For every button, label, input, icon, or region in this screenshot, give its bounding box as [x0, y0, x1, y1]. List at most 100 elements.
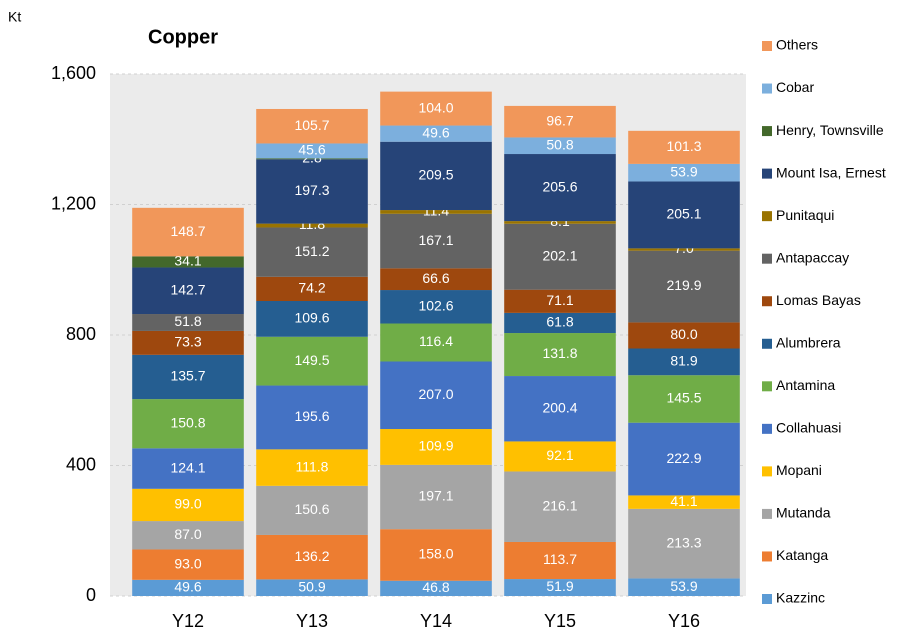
data-label: 81.9 [670, 353, 697, 369]
bar-segment [628, 163, 740, 182]
data-label: 205.6 [542, 178, 577, 194]
bar-segment [256, 159, 368, 224]
bar-segment [504, 579, 616, 596]
data-label: 53.9 [670, 163, 697, 179]
bar-segment [504, 541, 616, 580]
data-label: 49.6 [174, 579, 201, 595]
data-label: 109.9 [418, 438, 453, 454]
bar-segment [504, 221, 616, 224]
data-label: 71.1 [546, 292, 573, 308]
data-label: 92.1 [546, 447, 573, 463]
bar-segment [256, 143, 368, 159]
bar-segment [380, 125, 492, 142]
bar-segment [132, 488, 244, 522]
bar-segment [628, 322, 740, 349]
y-tick-label: 800 [66, 324, 96, 344]
bar-segment [132, 330, 244, 355]
data-label: 197.1 [418, 488, 453, 504]
bar-segment [628, 375, 740, 423]
legend-label: Lomas Bayas [776, 292, 861, 308]
data-label: 136.2 [294, 548, 329, 564]
bar-segment [256, 485, 368, 535]
data-label: 158.0 [418, 546, 453, 562]
data-label: 93.0 [174, 555, 201, 571]
y-tick-label: 0 [86, 585, 96, 605]
legend-label: Henry, Townsville [776, 122, 884, 138]
bar-segment [504, 376, 616, 442]
bar-segment [256, 223, 368, 228]
bar-segment [628, 348, 740, 376]
bar-segment [380, 141, 492, 211]
bar-segment [132, 521, 244, 550]
y-tick-label: 400 [66, 454, 96, 474]
legend-label: Others [776, 37, 818, 53]
bar-segment [256, 579, 368, 596]
bar-segment [132, 314, 244, 331]
data-label: 102.6 [418, 297, 453, 313]
data-label: 111.8 [296, 458, 329, 474]
data-label: 80.0 [670, 326, 697, 342]
bar-segment [256, 227, 368, 277]
chart-title: Copper [148, 26, 218, 48]
legend-swatch [762, 41, 772, 51]
legend-swatch [762, 253, 772, 264]
bar-segment [256, 336, 368, 386]
legend-swatch [762, 466, 772, 477]
bar-segment [132, 354, 244, 400]
legend-swatch [762, 338, 772, 349]
bar-segment [504, 223, 616, 290]
bar-segment [380, 91, 492, 126]
data-label: 207.0 [418, 386, 453, 402]
bar-segment [132, 549, 244, 580]
legend-label: Mutanda [776, 505, 831, 521]
data-label: 205.1 [666, 206, 701, 222]
bar-segment [132, 399, 244, 449]
legend-swatch [762, 594, 772, 604]
bar-segment [256, 276, 368, 302]
data-label: 104.0 [418, 99, 453, 115]
data-label: 151.2 [294, 243, 329, 259]
legend-label: Mount Isa, Ernest [776, 164, 886, 180]
legend-swatch [762, 126, 772, 137]
bar-segment [628, 248, 740, 251]
data-label: 145.5 [666, 390, 701, 406]
bar-segment [380, 361, 492, 430]
bar-segment [256, 534, 368, 580]
data-label: 131.8 [542, 345, 577, 361]
x-tick-label: Y13 [296, 611, 328, 631]
bar-segment [628, 181, 740, 249]
y-tick-label: 1,600 [51, 63, 96, 83]
bar-segment [504, 333, 616, 377]
bar-segment [628, 495, 740, 509]
data-label: 124.1 [170, 459, 205, 475]
bar-segment [628, 130, 740, 164]
bar-segment [628, 578, 740, 596]
legend-label: Kazzinc [776, 590, 825, 606]
data-label: 135.7 [170, 368, 205, 384]
bar-segment [504, 471, 616, 542]
legend-swatch [762, 296, 772, 307]
bar-segment [380, 464, 492, 530]
y-tick-label: 1,200 [51, 193, 96, 213]
y-axis-label: Kt [8, 9, 21, 25]
legend-label: Alumbrera [776, 334, 841, 350]
data-label: 53.9 [670, 578, 697, 594]
bar-segment [256, 158, 368, 160]
legend-label: Antamina [776, 377, 835, 393]
data-label: 96.7 [546, 112, 573, 128]
bar-segment [628, 508, 740, 579]
data-label: 46.8 [422, 579, 449, 595]
bar-segment [132, 207, 244, 257]
bar-segment [380, 580, 492, 596]
bar-segment [256, 449, 368, 486]
data-label: 51.8 [174, 313, 201, 329]
bar-segment [380, 290, 492, 324]
x-tick-label: Y15 [544, 611, 576, 631]
bar-segment [380, 429, 492, 465]
bar-segment [504, 137, 616, 155]
data-label: 66.6 [422, 270, 449, 286]
data-label: 101.3 [666, 138, 701, 154]
data-label: 148.7 [170, 223, 205, 239]
legend-swatch [762, 168, 772, 179]
